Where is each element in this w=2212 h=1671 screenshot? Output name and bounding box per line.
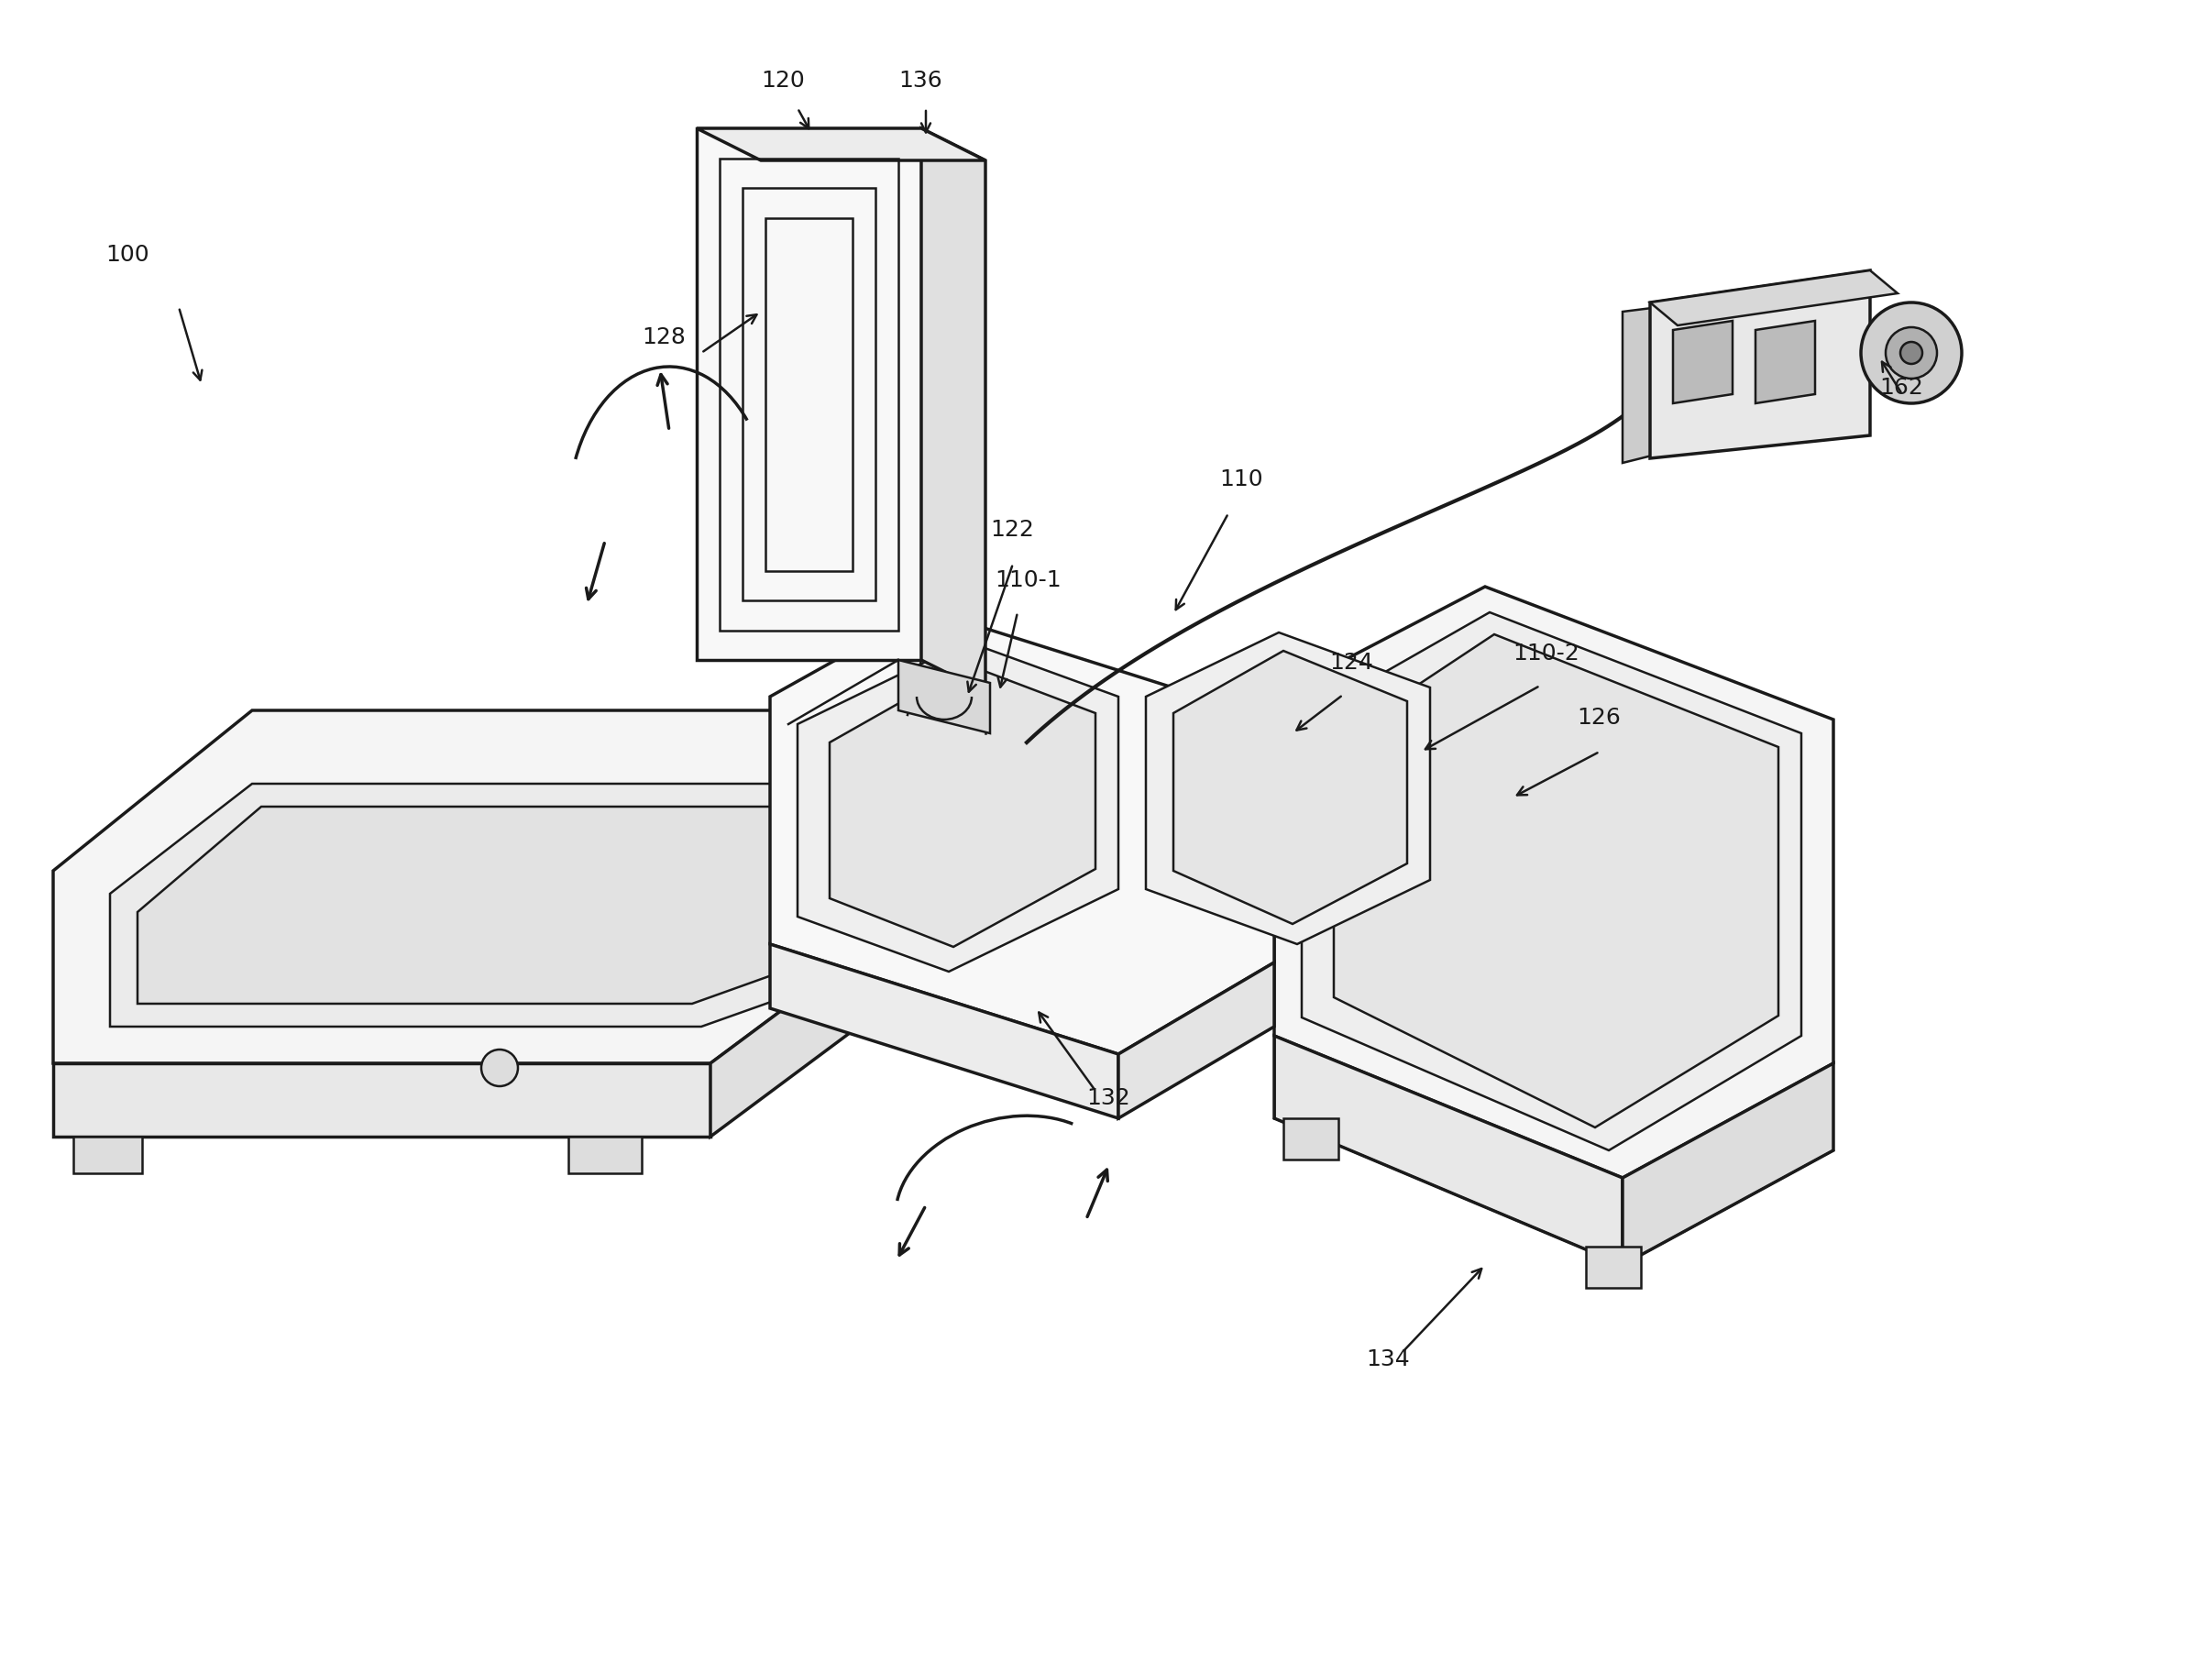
Polygon shape xyxy=(1283,1118,1338,1160)
Polygon shape xyxy=(799,642,1119,971)
Polygon shape xyxy=(1146,632,1429,944)
Circle shape xyxy=(1900,343,1922,364)
Polygon shape xyxy=(710,917,907,1136)
Polygon shape xyxy=(830,665,1095,947)
Polygon shape xyxy=(1650,271,1869,458)
Polygon shape xyxy=(1650,271,1898,326)
Polygon shape xyxy=(1301,612,1801,1150)
Polygon shape xyxy=(770,610,1274,1054)
Circle shape xyxy=(482,1049,518,1086)
Polygon shape xyxy=(770,944,1119,1118)
Text: 110-1: 110-1 xyxy=(995,570,1062,592)
Polygon shape xyxy=(1624,307,1659,463)
Text: 132: 132 xyxy=(1086,1088,1130,1110)
Polygon shape xyxy=(1586,1247,1641,1288)
Polygon shape xyxy=(1334,635,1778,1128)
Polygon shape xyxy=(137,807,821,1004)
Polygon shape xyxy=(1274,1036,1624,1265)
Text: 120: 120 xyxy=(761,70,805,92)
Polygon shape xyxy=(1274,587,1834,1178)
Polygon shape xyxy=(1172,650,1407,924)
Polygon shape xyxy=(898,660,991,734)
Polygon shape xyxy=(1119,962,1274,1118)
Text: 110-2: 110-2 xyxy=(1513,643,1579,665)
Text: 134: 134 xyxy=(1365,1348,1409,1370)
Polygon shape xyxy=(1756,321,1816,403)
Text: 100: 100 xyxy=(106,244,148,266)
Polygon shape xyxy=(73,1136,142,1173)
Text: 110: 110 xyxy=(1219,468,1263,490)
Polygon shape xyxy=(920,129,987,692)
Text: 126: 126 xyxy=(1577,707,1621,729)
Text: 124: 124 xyxy=(1329,652,1374,673)
Text: 128: 128 xyxy=(641,326,686,348)
Polygon shape xyxy=(1672,321,1732,403)
Polygon shape xyxy=(111,784,843,1026)
Polygon shape xyxy=(53,1063,710,1136)
Circle shape xyxy=(1860,302,1962,403)
Text: 122: 122 xyxy=(991,518,1033,541)
Polygon shape xyxy=(53,710,907,1063)
Polygon shape xyxy=(568,1136,641,1173)
Polygon shape xyxy=(697,129,920,660)
Text: 136: 136 xyxy=(898,70,942,92)
Polygon shape xyxy=(1624,1063,1834,1265)
Circle shape xyxy=(1885,328,1938,379)
Polygon shape xyxy=(697,129,987,160)
Text: 162: 162 xyxy=(1880,376,1922,399)
